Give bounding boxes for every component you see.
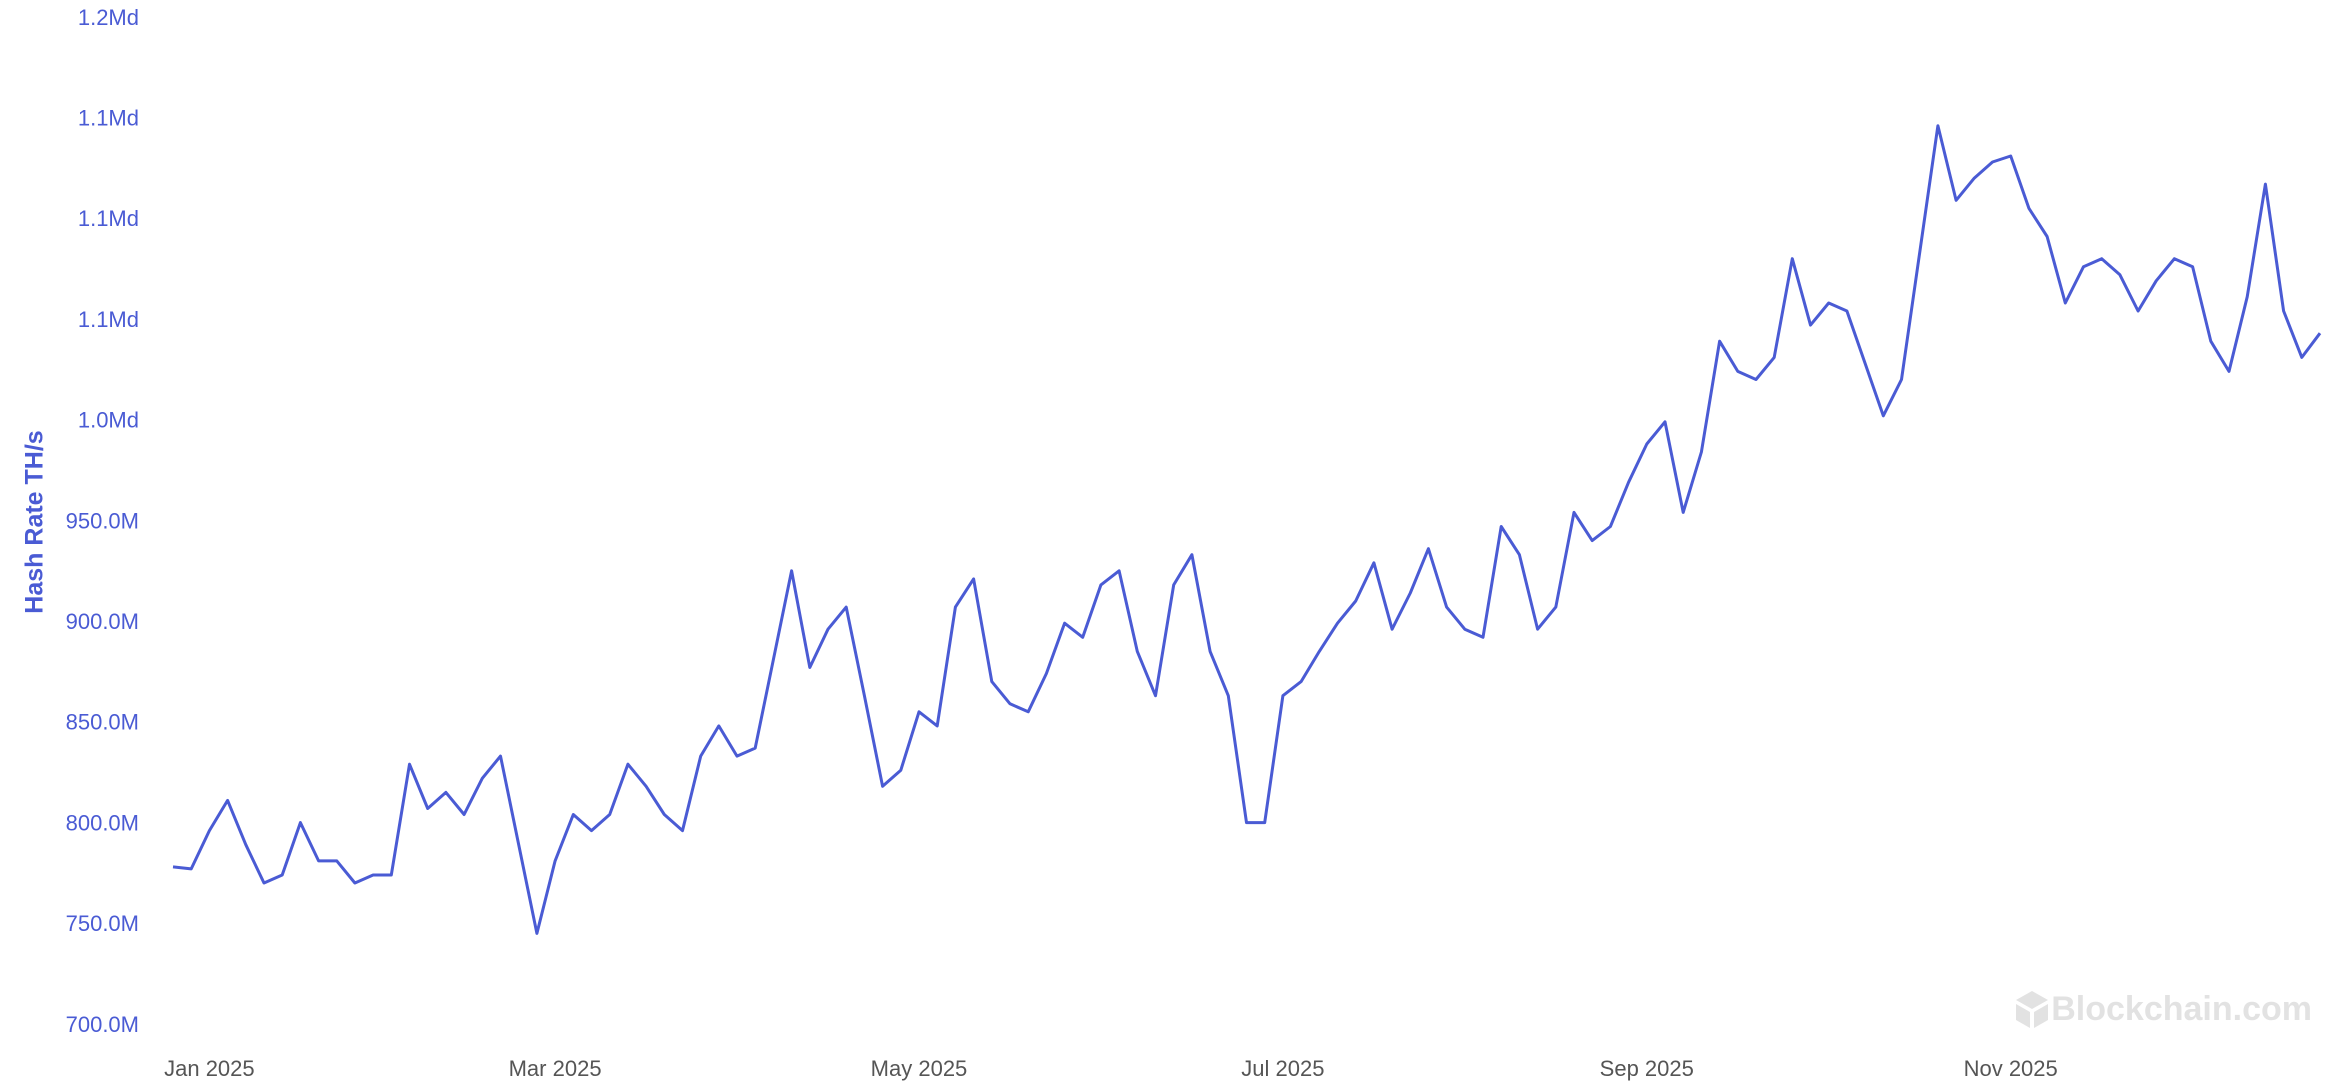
y-tick-label: 800.0M xyxy=(66,810,139,835)
x-tick-label: Nov 2025 xyxy=(1964,1056,2058,1081)
x-tick-label: Jan 2025 xyxy=(164,1056,255,1081)
y-tick-label: 700.0M xyxy=(66,1012,139,1037)
watermark: Blockchain.com xyxy=(2051,990,2312,1028)
watermark-group: Blockchain.com xyxy=(2016,990,2312,1028)
watermark-logo xyxy=(2016,991,2048,1028)
y-tick-label: 850.0M xyxy=(66,710,139,735)
y-axis-title: Hash Rate TH/s xyxy=(21,430,49,613)
x-tick-label: May 2025 xyxy=(871,1056,968,1081)
y-tick-label: 1.1Md xyxy=(78,307,139,332)
x-tick-label: Mar 2025 xyxy=(509,1056,602,1081)
y-tick-label: 1.0Md xyxy=(78,408,139,433)
y-tick-label: 750.0M xyxy=(66,911,139,936)
y-tick-label: 1.1Md xyxy=(78,206,139,231)
x-tick-label: Sep 2025 xyxy=(1600,1056,1694,1081)
y-tick-label: 1.2Md xyxy=(78,5,139,30)
y-tick-label: 1.1Md xyxy=(78,106,139,131)
y-tick-label: 950.0M xyxy=(66,508,139,533)
line-series xyxy=(172,124,2322,935)
x-tick-label: Jul 2025 xyxy=(1241,1056,1324,1081)
y-tick-label: 900.0M xyxy=(66,609,139,634)
